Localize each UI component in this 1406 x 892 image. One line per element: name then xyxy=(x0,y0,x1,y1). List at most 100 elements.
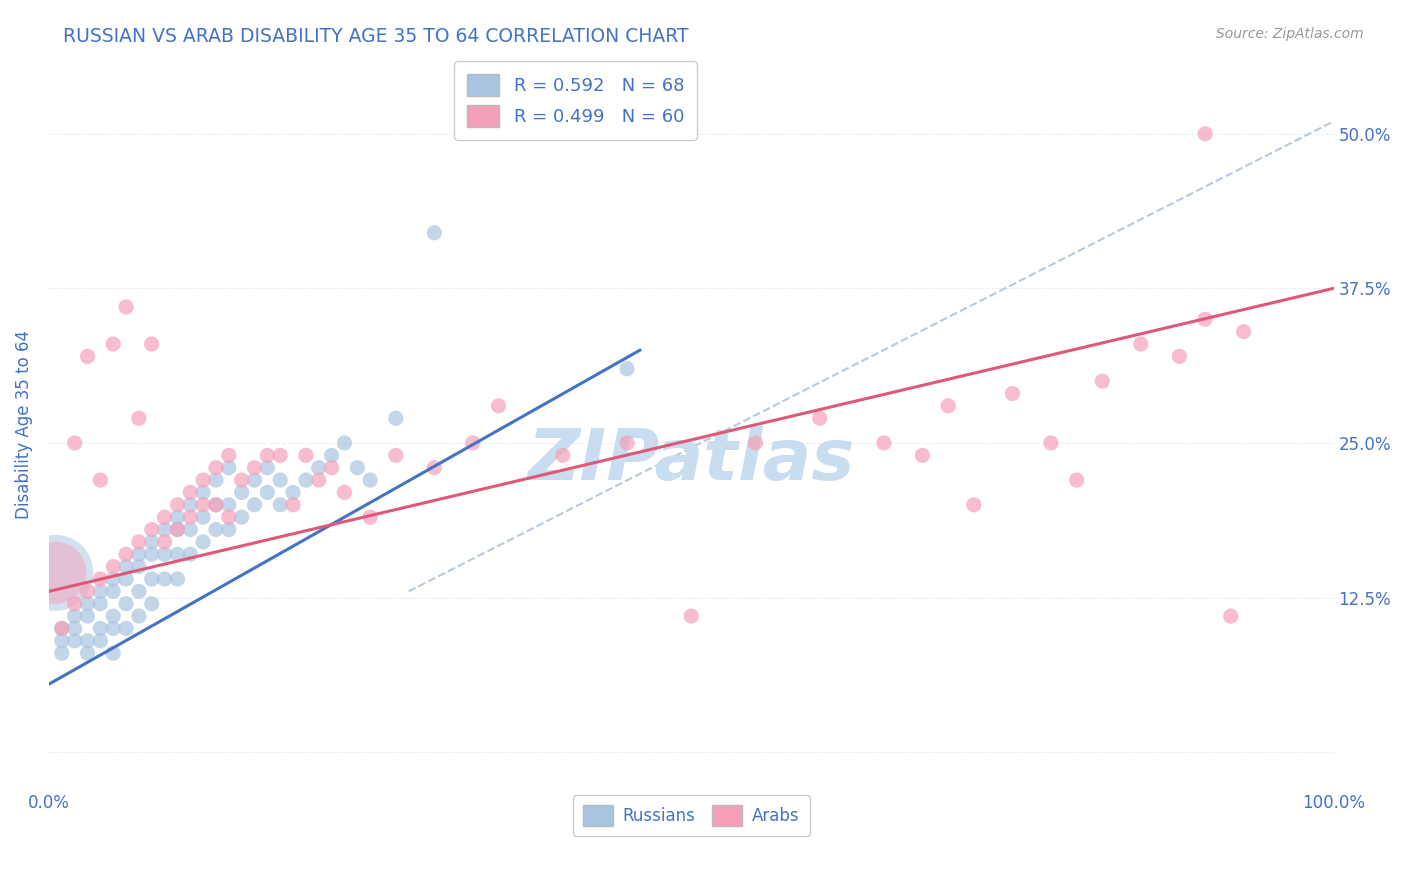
Point xyxy=(385,411,408,425)
Point xyxy=(76,584,98,599)
Point xyxy=(179,510,201,524)
Point xyxy=(76,609,98,624)
Point xyxy=(103,622,125,636)
Point xyxy=(205,523,228,537)
Point xyxy=(128,535,150,549)
Point xyxy=(1039,436,1062,450)
Point xyxy=(153,547,176,561)
Point xyxy=(153,510,176,524)
Point xyxy=(141,572,163,586)
Point xyxy=(333,485,356,500)
Point xyxy=(103,337,125,351)
Point xyxy=(243,473,266,487)
Point xyxy=(179,523,201,537)
Point xyxy=(89,584,111,599)
Point xyxy=(256,460,278,475)
Point xyxy=(321,448,343,462)
Point xyxy=(488,399,510,413)
Point xyxy=(153,535,176,549)
Text: ZIPatlas: ZIPatlas xyxy=(527,426,855,495)
Point xyxy=(89,633,111,648)
Point xyxy=(936,399,959,413)
Point xyxy=(191,498,214,512)
Legend: Russians, Arabs: Russians, Arabs xyxy=(572,796,810,836)
Point xyxy=(141,597,163,611)
Point xyxy=(179,485,201,500)
Point xyxy=(191,510,214,524)
Point xyxy=(551,448,574,462)
Point xyxy=(63,633,86,648)
Point xyxy=(205,498,228,512)
Point xyxy=(115,559,138,574)
Text: Source: ZipAtlas.com: Source: ZipAtlas.com xyxy=(1216,27,1364,41)
Point xyxy=(963,498,986,512)
Point xyxy=(269,498,291,512)
Point xyxy=(218,460,240,475)
Point xyxy=(205,473,228,487)
Point xyxy=(89,572,111,586)
Point xyxy=(911,448,934,462)
Point xyxy=(103,584,125,599)
Point xyxy=(51,622,73,636)
Point xyxy=(191,485,214,500)
Point xyxy=(115,547,138,561)
Point xyxy=(166,547,188,561)
Point xyxy=(76,646,98,660)
Point xyxy=(51,622,73,636)
Point xyxy=(128,559,150,574)
Point xyxy=(1091,374,1114,388)
Point xyxy=(1001,386,1024,401)
Point xyxy=(89,622,111,636)
Point xyxy=(76,597,98,611)
Point xyxy=(141,337,163,351)
Point xyxy=(128,584,150,599)
Point xyxy=(218,523,240,537)
Point xyxy=(153,572,176,586)
Point xyxy=(141,547,163,561)
Point xyxy=(423,460,446,475)
Point xyxy=(346,460,368,475)
Point xyxy=(218,448,240,462)
Point xyxy=(1194,127,1216,141)
Point xyxy=(385,448,408,462)
Point xyxy=(256,448,278,462)
Point xyxy=(744,436,766,450)
Point xyxy=(89,473,111,487)
Point xyxy=(44,566,66,580)
Point xyxy=(51,633,73,648)
Point xyxy=(461,436,484,450)
Text: RUSSIAN VS ARAB DISABILITY AGE 35 TO 64 CORRELATION CHART: RUSSIAN VS ARAB DISABILITY AGE 35 TO 64 … xyxy=(63,27,689,45)
Point xyxy=(218,510,240,524)
Point xyxy=(205,460,228,475)
Point xyxy=(76,633,98,648)
Point xyxy=(166,523,188,537)
Point xyxy=(115,622,138,636)
Point xyxy=(295,473,318,487)
Point xyxy=(128,547,150,561)
Point xyxy=(103,609,125,624)
Point xyxy=(1129,337,1152,351)
Point xyxy=(243,498,266,512)
Point xyxy=(616,436,638,450)
Point xyxy=(218,498,240,512)
Point xyxy=(115,597,138,611)
Point xyxy=(231,473,253,487)
Point xyxy=(231,485,253,500)
Point xyxy=(333,436,356,450)
Point xyxy=(103,572,125,586)
Point xyxy=(321,460,343,475)
Point xyxy=(153,523,176,537)
Point xyxy=(128,411,150,425)
Point xyxy=(295,448,318,462)
Point xyxy=(231,510,253,524)
Point xyxy=(166,523,188,537)
Point xyxy=(269,448,291,462)
Point xyxy=(681,609,703,624)
Point xyxy=(63,622,86,636)
Point xyxy=(128,609,150,624)
Point xyxy=(166,498,188,512)
Point xyxy=(166,572,188,586)
Point xyxy=(308,473,330,487)
Point xyxy=(44,566,66,580)
Point xyxy=(103,646,125,660)
